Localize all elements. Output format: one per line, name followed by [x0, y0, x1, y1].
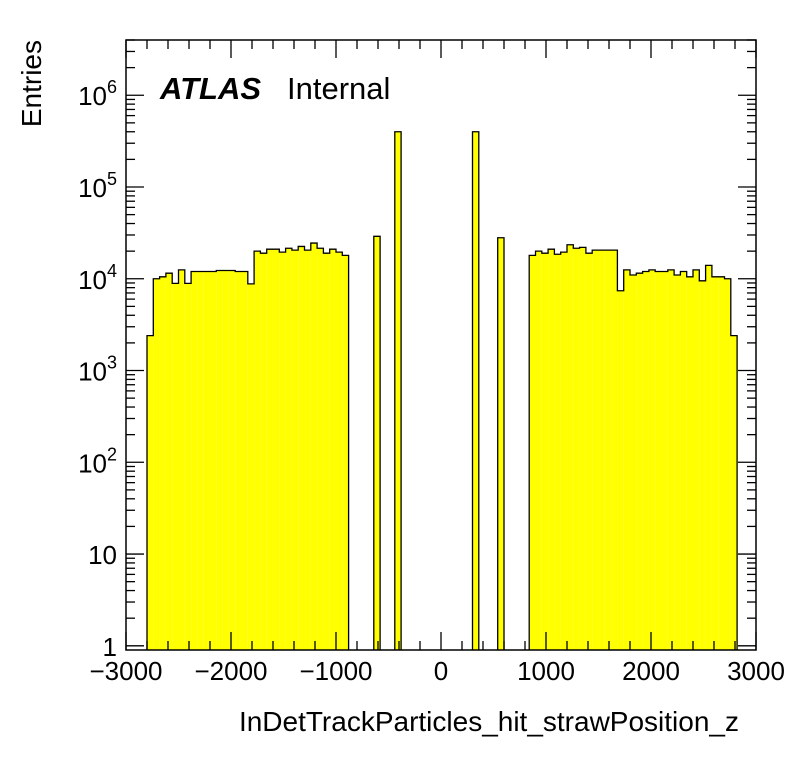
histogram-bars [146, 131, 738, 651]
histogram-bin-27 [317, 248, 324, 650]
histogram-bin-57 [661, 271, 668, 650]
histogram-outline-3 [471, 131, 480, 650]
histogram-bin-26 [310, 243, 318, 651]
histogram-bin-58 [667, 269, 675, 650]
y-tick-label: 102 [78, 444, 117, 478]
histogram-bin-53 [636, 273, 643, 650]
histogram-bin-23 [291, 250, 299, 650]
histogram-bin-20 [273, 249, 280, 650]
histogram-outline-1 [373, 235, 381, 650]
atlas-label: ATLAS [159, 71, 261, 106]
histogram-bin-16 [247, 283, 255, 650]
histogram-bin-64 [705, 265, 712, 650]
histogram-bin-17 [254, 251, 261, 650]
histogram-bin-32 [373, 236, 381, 651]
histogram-bin-43 [573, 248, 580, 650]
histogram-bin-34 [472, 131, 479, 650]
histogram-bin-1 [153, 278, 160, 650]
histogram-bin-18 [260, 253, 267, 650]
y-tick-label: 104 [78, 261, 117, 295]
histogram-bin-59 [674, 274, 681, 650]
y-axis-label: Entries [16, 40, 47, 127]
histogram-bin-9 [203, 271, 210, 650]
x-tick-label: 2000 [622, 656, 680, 686]
y-tick-label: 106 [78, 77, 117, 111]
histogram-bin-30 [336, 252, 343, 650]
y-tick-label: 10 [88, 540, 117, 570]
histogram-bin-13 [228, 270, 236, 650]
histogram-bin-44 [579, 247, 586, 650]
histogram-bin-10 [210, 271, 217, 650]
histogram-bin-63 [699, 280, 706, 650]
histogram-bin-56 [655, 271, 662, 650]
histogram-bin-46 [592, 250, 599, 650]
histogram-bin-47 [598, 250, 605, 650]
histogram-bin-7 [191, 271, 198, 650]
x-tick-labels: −3000 −2000 −1000 0 1000 2000 3000 [89, 656, 784, 686]
histogram-bin-49 [611, 250, 618, 650]
histogram-bin-48 [604, 250, 612, 650]
histogram-bin-68 [730, 335, 738, 650]
histogram-bin-25 [304, 250, 311, 650]
histogram-bin-12 [222, 270, 229, 650]
histogram-bin-65 [711, 276, 719, 650]
y-tick-label: 103 [78, 353, 117, 387]
x-tick-label: 1000 [517, 656, 575, 686]
x-tick-label: −1000 [299, 656, 372, 686]
histogram-bin-15 [241, 271, 248, 650]
y-tick-label: 1 [103, 632, 117, 662]
histogram-bin-3 [165, 273, 173, 650]
histogram-bin-2 [159, 276, 166, 650]
histogram-bin-42 [567, 244, 574, 650]
x-tick-label: −3000 [89, 656, 162, 686]
histogram-bin-41 [560, 252, 567, 650]
histogram-bin-51 [623, 269, 630, 650]
histogram-bin-66 [718, 276, 725, 650]
histogram-bin-50 [617, 290, 624, 650]
x-tick-label: 3000 [727, 656, 785, 686]
histogram-bin-45 [585, 253, 593, 650]
histogram-bin-39 [548, 249, 555, 650]
histogram-bin-37 [535, 251, 542, 650]
histogram-bin-11 [216, 270, 223, 650]
histogram-bin-29 [329, 249, 336, 650]
histogram-bin-35 [497, 237, 504, 650]
histogram-bin-8 [197, 271, 204, 650]
histogram-bin-40 [554, 254, 561, 650]
histogram-outline-5 [528, 244, 738, 650]
histogram-bin-5 [178, 269, 185, 650]
histogram-bin-61 [686, 276, 693, 650]
histogram-bin-6 [184, 283, 192, 650]
axis-ticks [125, 39, 757, 650]
histogram-bin-24 [298, 246, 305, 650]
x-tick-label: −2000 [194, 656, 267, 686]
y-tick-label: 105 [78, 169, 117, 203]
histogram-bin-60 [680, 271, 687, 650]
histogram-bin-67 [724, 278, 731, 650]
histogram-bin-0 [147, 335, 154, 650]
histogram-bin-14 [235, 271, 242, 650]
histogram-bin-62 [693, 269, 700, 650]
histogram-bin-31 [342, 255, 349, 650]
histogram-bin-54 [642, 271, 649, 650]
y-tick-labels: 1 10 102 103 104 105 106 [78, 77, 117, 662]
x-axis-label: InDetTrackParticles_hit_strawPosition_z [239, 706, 739, 737]
atlas-status-label: Internal [287, 71, 390, 106]
histogram-bin-21 [279, 252, 286, 650]
histogram-bin-38 [541, 253, 549, 650]
histogram-outline-0 [146, 242, 350, 650]
x-tick-label: 0 [434, 656, 448, 686]
histogram-bin-33 [394, 131, 402, 650]
histogram-bin-22 [285, 248, 292, 650]
histogram-bin-19 [266, 249, 273, 650]
histogram-bin-36 [529, 255, 536, 650]
histogram-bin-28 [323, 253, 330, 650]
histogram-bin-55 [648, 269, 656, 650]
histogram-bin-52 [630, 274, 637, 650]
histogram-bin-4 [172, 283, 179, 650]
histogram-outline-4 [497, 237, 505, 650]
histogram-outline-2 [394, 131, 402, 650]
